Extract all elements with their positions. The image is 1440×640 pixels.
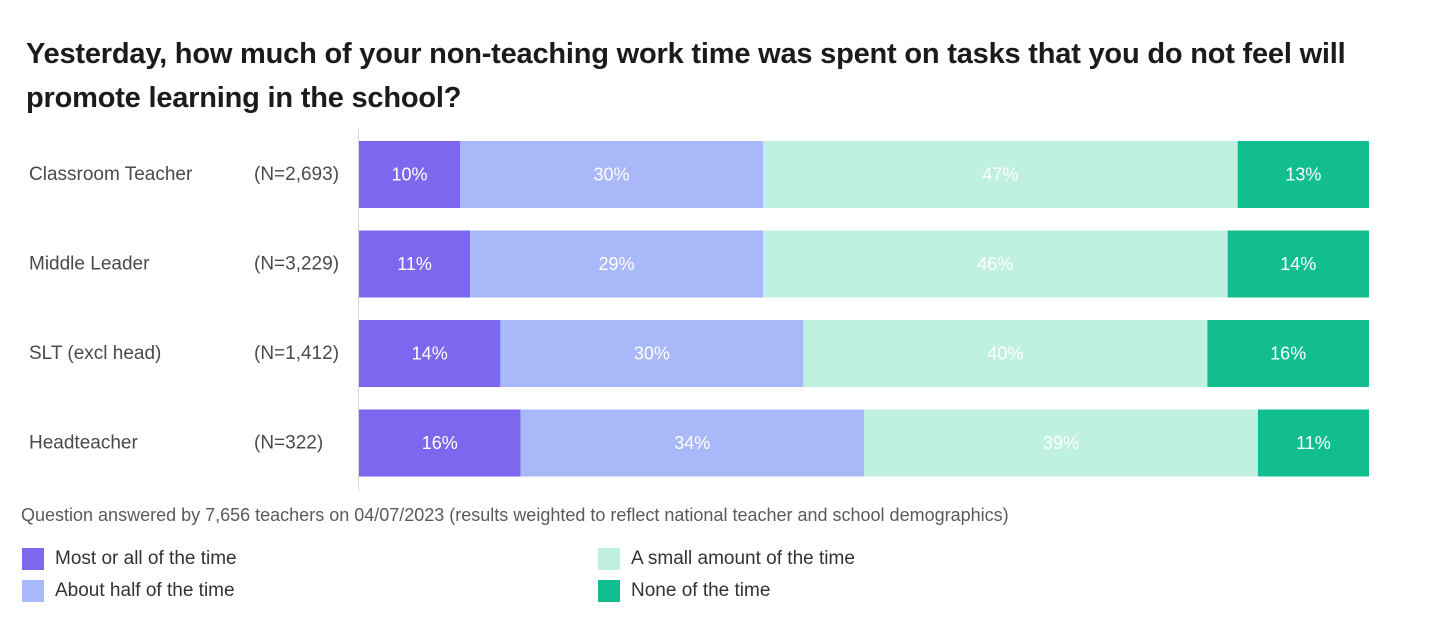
bar-segment: [803, 320, 1208, 387]
bar-segment: [470, 230, 763, 298]
sample-size-label: (N=2,693): [254, 164, 339, 185]
bar-segment: [1227, 230, 1369, 298]
legend-item-most-or-all: Most or all of the time: [22, 547, 237, 571]
data-label: 11%: [397, 254, 432, 274]
legend-label: None of the time: [631, 580, 771, 601]
category-label: Headteacher: [29, 433, 138, 454]
data-label: 39%: [1043, 433, 1079, 453]
bar-segment: [460, 141, 763, 208]
legend-label: About half of the time: [55, 580, 235, 601]
data-label: 40%: [987, 344, 1023, 364]
data-label: 34%: [674, 433, 710, 453]
bar-segment: [359, 409, 521, 477]
legend-swatch: [22, 580, 44, 602]
data-label: 46%: [977, 254, 1013, 274]
data-label: 16%: [422, 433, 458, 453]
bar-segment: [500, 320, 804, 387]
legend-swatch: [22, 548, 44, 570]
legend-item-about-half: About half of the time: [22, 579, 235, 603]
bar-segment: [763, 141, 1238, 208]
sample-size-label: (N=1,412): [254, 343, 339, 364]
data-label: 11%: [1296, 433, 1331, 453]
data-label: 10%: [391, 165, 427, 185]
legend-item-none: None of the time: [598, 579, 770, 603]
data-label: 30%: [593, 165, 629, 185]
category-label: Classroom Teacher: [29, 164, 193, 185]
chart-footnote: Question answered by 7,656 teachers on 0…: [21, 505, 1009, 525]
bar-segment: [359, 320, 501, 387]
legend-item-small-amount: A small amount of the time: [598, 547, 855, 571]
sample-size-label: (N=322): [254, 433, 323, 454]
bar-segment: [1207, 320, 1369, 387]
data-label: 13%: [1285, 165, 1321, 185]
bar-segment: [1257, 409, 1369, 477]
bar-segment: [1237, 141, 1369, 208]
data-label: 16%: [1270, 344, 1306, 364]
chart-title: Yesterday, how much of your non-teaching…: [26, 38, 1346, 114]
data-label: 14%: [412, 344, 448, 364]
data-label: 47%: [982, 165, 1018, 185]
data-label: 30%: [634, 344, 670, 364]
legend-label: A small amount of the time: [631, 548, 855, 569]
bar-segment: [763, 230, 1228, 298]
data-label: 29%: [599, 254, 635, 274]
category-label: Middle Leader: [29, 254, 150, 275]
legend-swatch: [598, 580, 620, 602]
stacked-bar-chart: Classroom Teacher (N=2,693) 10% 30% 47% 13% Mi…: [29, 128, 1369, 491]
legend-swatch: [598, 548, 620, 570]
bar-segment: [520, 409, 864, 477]
legend-label: Most or all of the time: [55, 548, 237, 569]
data-label: 14%: [1280, 254, 1316, 274]
bar-segment: [359, 230, 471, 298]
bar-segment: [864, 409, 1258, 477]
bar-segment: [359, 141, 460, 208]
category-label: SLT (excl head): [29, 343, 161, 364]
sample-size-label: (N=3,229): [254, 254, 339, 275]
